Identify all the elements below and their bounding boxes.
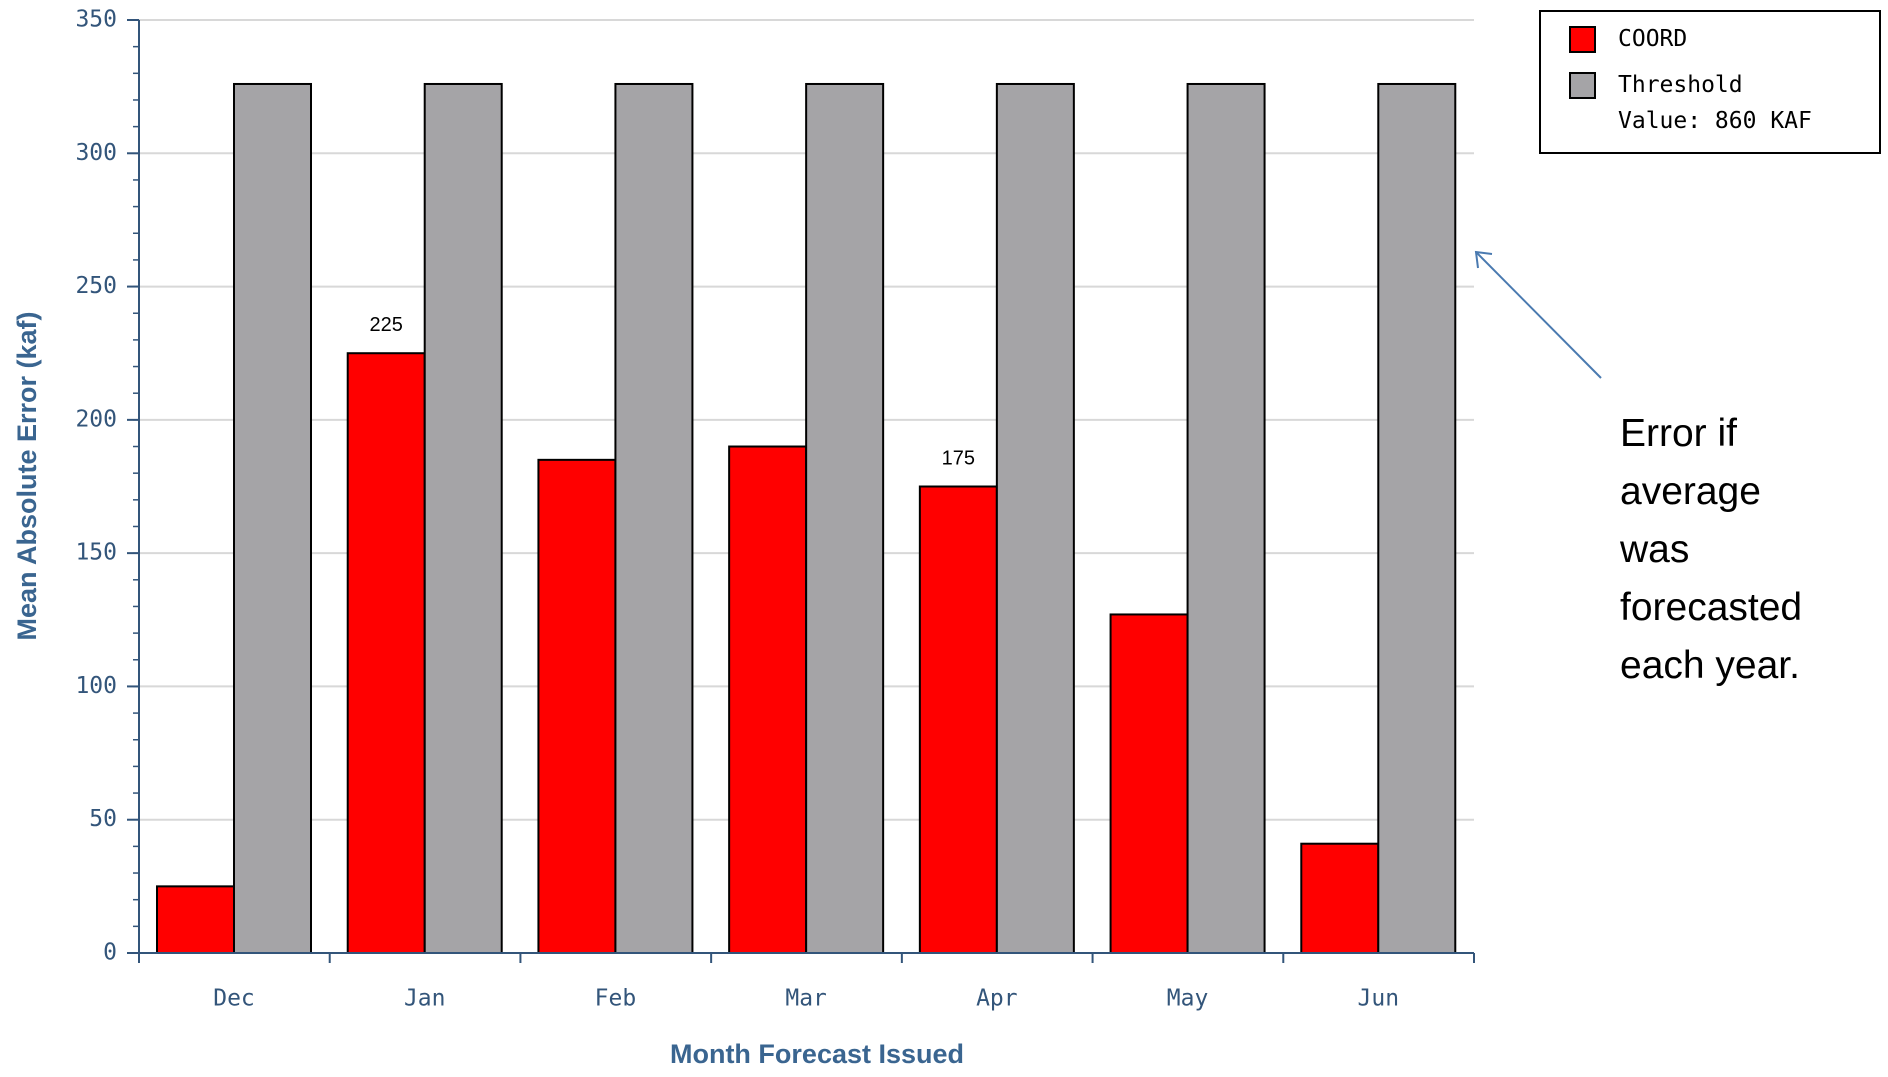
y-tick-label: 300 bbox=[75, 140, 117, 166]
annotation-arrow bbox=[1475, 251, 1602, 379]
y-tick-label: 100 bbox=[75, 673, 117, 699]
data-label: 175 bbox=[942, 448, 975, 470]
bar bbox=[346, 352, 426, 954]
bar bbox=[423, 82, 503, 954]
x-tick-label: Dec bbox=[213, 986, 255, 1012]
arrow-head bbox=[1474, 250, 1493, 269]
bar bbox=[614, 82, 694, 954]
bar bbox=[1300, 842, 1380, 954]
bar bbox=[995, 82, 1075, 954]
bar bbox=[918, 485, 998, 954]
x-tick-label: Jun bbox=[1358, 986, 1400, 1012]
y-tick-label: 200 bbox=[75, 406, 117, 432]
bar bbox=[805, 82, 885, 954]
legend-item: COORD bbox=[1569, 26, 1828, 57]
y-tick-label: 0 bbox=[103, 940, 117, 966]
x-axis-title: Month Forecast Issued bbox=[670, 1039, 964, 1069]
bar bbox=[1377, 82, 1457, 954]
legend-swatch bbox=[1569, 72, 1596, 99]
legend-label: COORD bbox=[1618, 26, 1688, 52]
bar bbox=[1109, 613, 1189, 954]
x-tick-label: Apr bbox=[976, 986, 1018, 1012]
x-tick-label: Jan bbox=[404, 986, 446, 1012]
x-tick-label: Feb bbox=[595, 986, 637, 1012]
data-label: 225 bbox=[370, 314, 403, 336]
x-tick-label: May bbox=[1167, 986, 1209, 1012]
bar bbox=[1186, 82, 1266, 954]
legend-label: Threshold Value: 860 KAF bbox=[1618, 72, 1812, 134]
bar bbox=[233, 82, 312, 954]
y-tick-label: 250 bbox=[75, 273, 117, 299]
annotation: Error if average was forecasted each yea… bbox=[1620, 412, 1803, 687]
y-tick-label: 50 bbox=[89, 806, 117, 832]
bar bbox=[156, 885, 235, 954]
y-axis-title: Mean Absolute Error (kaf) bbox=[12, 311, 42, 640]
bar bbox=[728, 445, 808, 954]
y-tick-label: 150 bbox=[75, 540, 117, 566]
legend: COORD Threshold Value: 860 KAF bbox=[1539, 10, 1881, 154]
legend-item: Threshold Value: 860 KAF bbox=[1569, 72, 1828, 139]
legend-swatch bbox=[1569, 26, 1596, 53]
bar bbox=[537, 458, 617, 954]
y-tick-label: 350 bbox=[75, 7, 117, 33]
x-tick-label: Mar bbox=[785, 986, 827, 1012]
